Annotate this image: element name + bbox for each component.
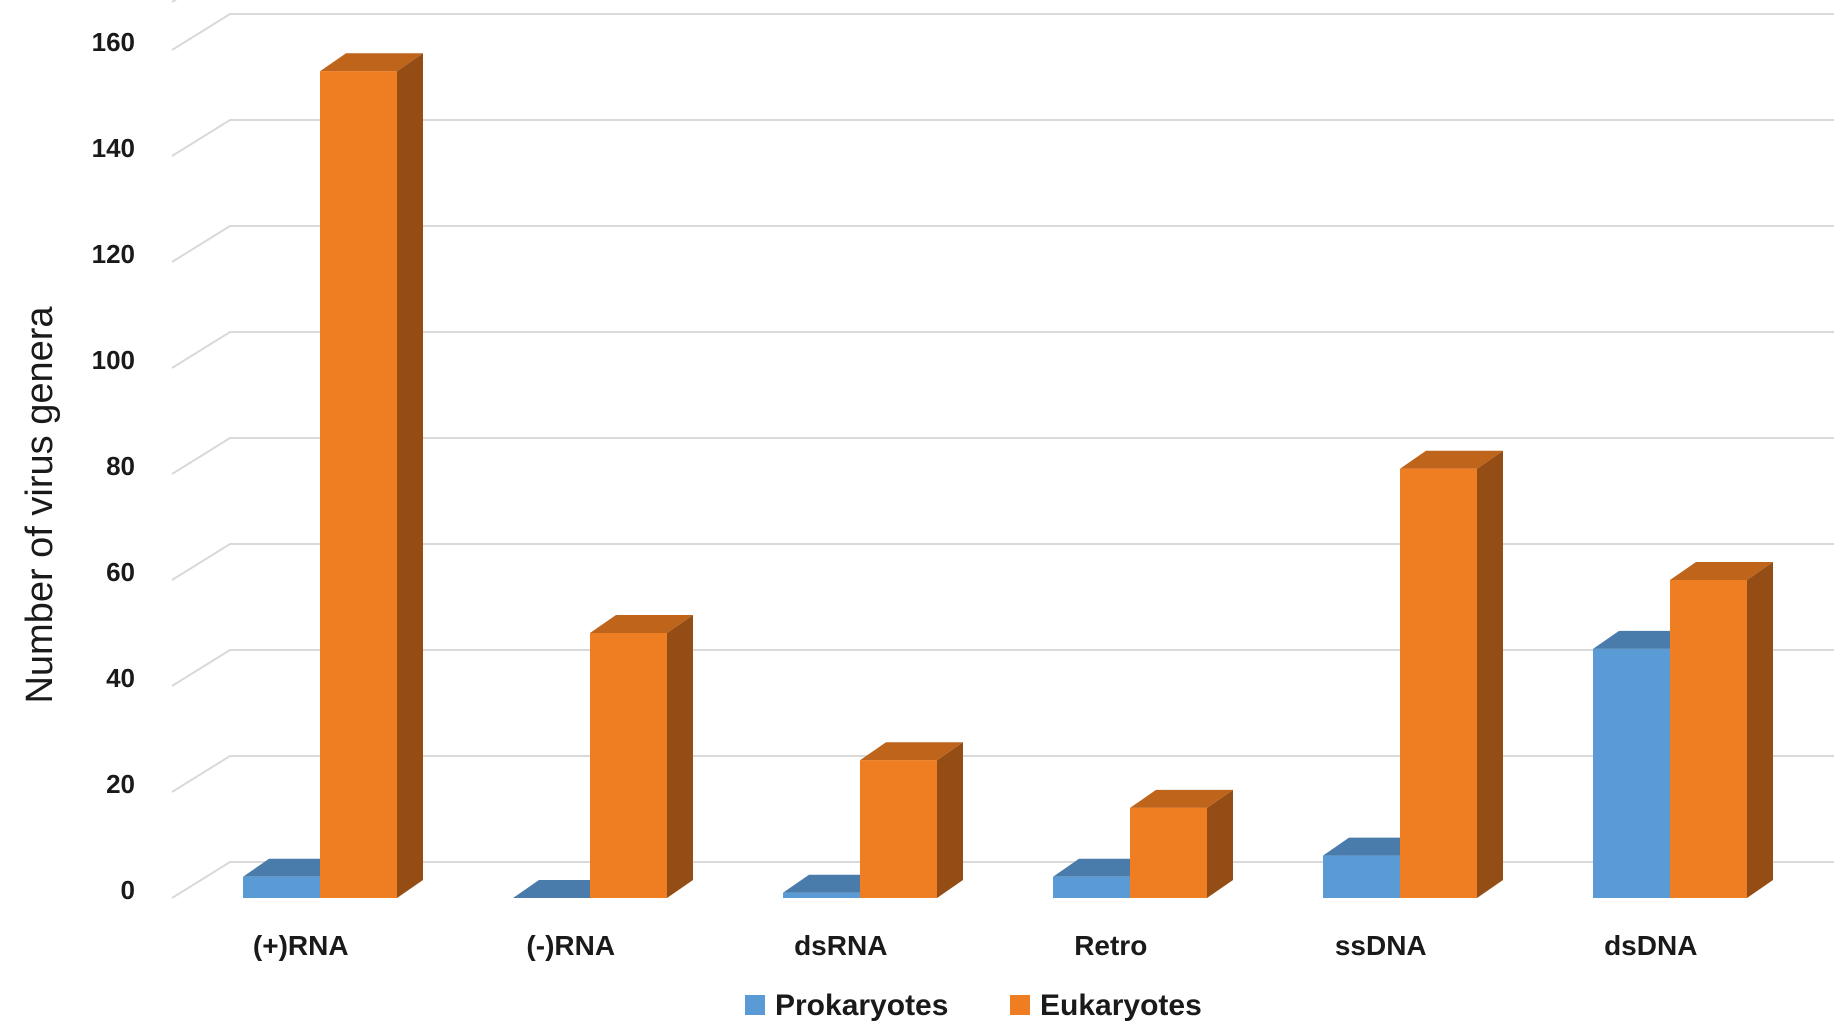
legend-item-eukaryotes: Eukaryotes bbox=[1010, 989, 1202, 1022]
x-axis-ticks: (+)RNA (-)RNA dsRNA Retro ssDNA dsDNA bbox=[253, 930, 1698, 961]
legend-label: Prokaryotes bbox=[775, 989, 948, 1022]
legend: Prokaryotes Eukaryotes bbox=[745, 989, 1202, 1022]
y-tick-label: 140 bbox=[92, 133, 135, 163]
gridline bbox=[171, 437, 1834, 475]
x-tick-label: dsRNA bbox=[794, 930, 887, 961]
y-tick-label: 20 bbox=[106, 769, 135, 799]
gridlines bbox=[171, 0, 1834, 899]
bar-eukaryotes-2 bbox=[860, 742, 963, 898]
bar-eukaryotes-5 bbox=[1670, 562, 1773, 898]
gridline bbox=[171, 119, 1834, 157]
y-tick-label: 80 bbox=[106, 451, 135, 481]
y-tick-label: 60 bbox=[106, 557, 135, 587]
gridline bbox=[171, 225, 1834, 263]
x-tick-label: ssDNA bbox=[1335, 930, 1427, 961]
x-tick-label: (+)RNA bbox=[253, 930, 349, 961]
x-tick-label: (-)RNA bbox=[526, 930, 615, 961]
bar-eukaryotes-3 bbox=[1130, 789, 1233, 898]
gridline bbox=[171, 755, 1834, 793]
legend-item-prokaryotes: Prokaryotes bbox=[745, 989, 948, 1022]
x-tick-label: Retro bbox=[1074, 930, 1147, 961]
gridline bbox=[171, 331, 1834, 369]
y-tick-label: 160 bbox=[92, 27, 135, 57]
gridline bbox=[171, 543, 1834, 581]
y-tick-label: 120 bbox=[92, 239, 135, 269]
y-axis-label: Number of virus genera bbox=[19, 306, 61, 704]
bar-eukaryotes-0 bbox=[320, 53, 423, 898]
legend-label: Eukaryotes bbox=[1040, 989, 1202, 1022]
y-tick-label: 0 bbox=[121, 875, 135, 905]
gridline bbox=[171, 0, 178, 3]
y-tick-label: 40 bbox=[106, 663, 135, 693]
bar-eukaryotes-1 bbox=[590, 615, 693, 898]
legend-swatch bbox=[1010, 995, 1030, 1015]
gridline bbox=[171, 649, 1834, 687]
gridline bbox=[171, 13, 1834, 51]
x-tick-label: dsDNA bbox=[1604, 930, 1697, 961]
bars bbox=[243, 53, 1773, 898]
legend-swatch bbox=[745, 995, 765, 1015]
y-axis-ticks: 0 20 40 60 80 100 120 140 160 bbox=[92, 27, 135, 905]
gridline bbox=[171, 861, 1834, 899]
bar-eukaryotes-4 bbox=[1400, 450, 1503, 898]
y-tick-label: 100 bbox=[92, 345, 135, 375]
